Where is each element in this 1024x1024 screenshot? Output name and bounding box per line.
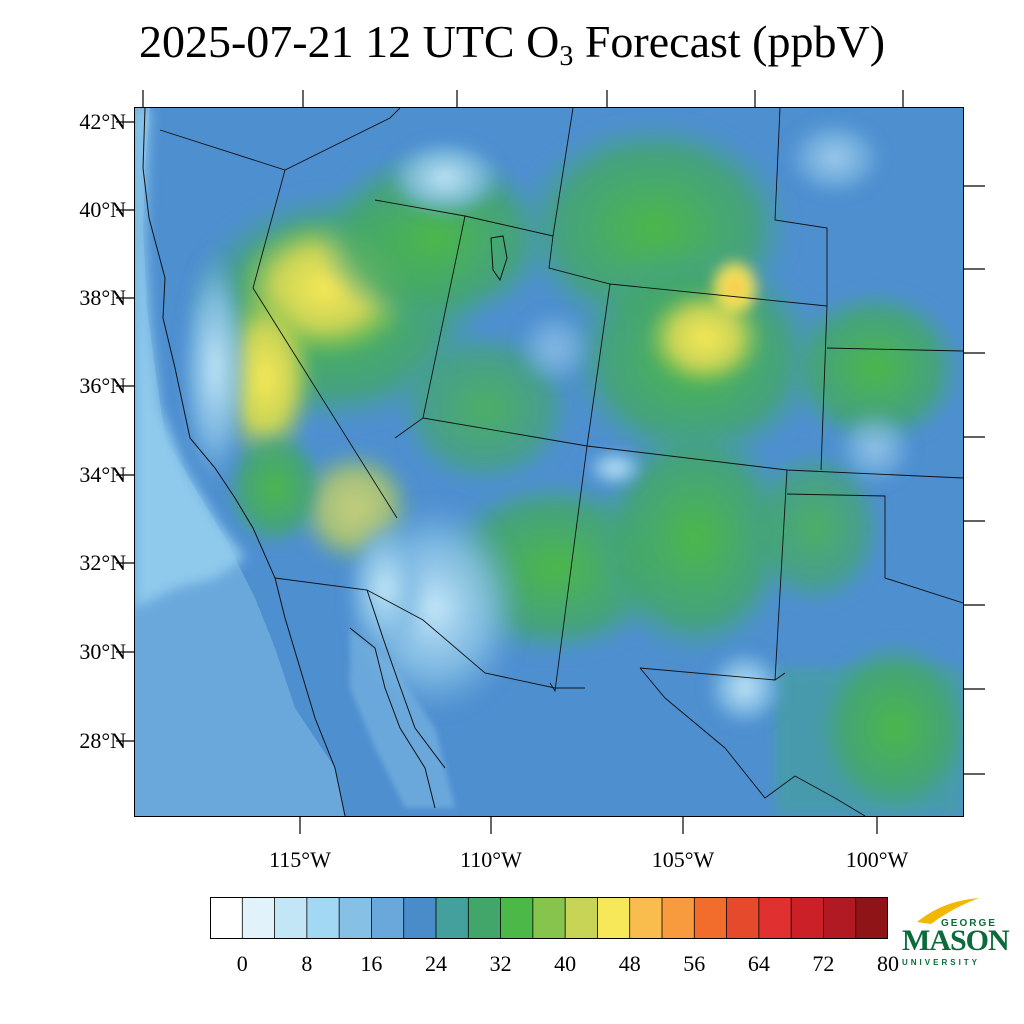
colorbar-swatch xyxy=(629,897,663,939)
lat-label-34n: 34°N xyxy=(79,462,126,487)
colorbar-swatch xyxy=(791,897,824,939)
colorbar-swatch xyxy=(855,897,888,939)
colorbar-tick-label: 72 xyxy=(812,951,835,976)
lat-label-38n: 38°N xyxy=(79,285,126,310)
lat-label-28n: 28°N xyxy=(79,728,126,753)
lat-label-32n: 32°N xyxy=(79,550,126,575)
colorbar-tick-label: 16 xyxy=(360,951,383,976)
colorbar-swatch xyxy=(662,897,695,939)
ozone-map xyxy=(135,108,963,816)
colorbar-swatch xyxy=(597,897,631,939)
coastline xyxy=(142,108,446,816)
colorbar-tick-label: 56 xyxy=(683,951,706,976)
colorbar-swatch xyxy=(210,897,243,939)
colorbar-swatch xyxy=(694,897,727,939)
colorbar-swatch xyxy=(371,897,405,939)
colorbar-swatch xyxy=(823,897,857,939)
logo-bottom-text: UNIVERSITY xyxy=(902,958,981,967)
colorbar-swatch xyxy=(565,897,598,939)
colorbar-swatch xyxy=(726,897,760,939)
colorbar xyxy=(210,897,888,939)
lon-label-110w: 110°W xyxy=(460,847,522,872)
pacific-ocean-near xyxy=(135,108,245,608)
great-salt-lake xyxy=(490,235,508,282)
colorbar-swatch xyxy=(306,897,340,939)
lon-label-100w: 100°W xyxy=(845,847,909,872)
colorbar-swatch xyxy=(339,897,372,939)
colorbar-tick-label: 80 xyxy=(877,951,899,976)
colorbar-swatch xyxy=(468,897,501,939)
colorbar-tick-label: 40 xyxy=(554,951,577,976)
colorbar-swatch xyxy=(758,897,792,939)
lon-label-115w: 115°W xyxy=(269,847,331,872)
colorbar-tick-label: 24 xyxy=(425,951,447,976)
pacific-ocean xyxy=(135,108,345,816)
logo-top-text: GEORGE xyxy=(941,918,997,929)
map-border xyxy=(134,107,964,817)
colorbar-swatch xyxy=(274,897,308,939)
lat-label-36n: 36°N xyxy=(79,373,126,398)
colorbar-swatch xyxy=(403,897,437,939)
lon-label-105w: 105°W xyxy=(651,847,715,872)
colorbar-tick-label: 48 xyxy=(618,951,641,976)
gmu-logo: GEORGE MASON UNIVERSITY xyxy=(897,896,1010,968)
title-suffix: Forecast (ppbV) xyxy=(573,16,886,67)
colorbar-swatch xyxy=(500,897,534,939)
lat-label-42n: 42°N xyxy=(79,109,126,134)
colorbar-tick-label: 8 xyxy=(301,951,313,976)
lat-label-30n: 30°N xyxy=(79,639,126,664)
colorbar-border xyxy=(210,897,888,939)
colorbar-tick-label: 64 xyxy=(747,951,770,976)
colorbar-swatch xyxy=(436,897,469,939)
colorbar-tick-label: 32 xyxy=(489,951,512,976)
logo-swoosh-icon xyxy=(917,898,979,924)
colorbar-swatch xyxy=(532,897,566,939)
chart-title: 2025-07-21 12 UTC O3 Forecast (ppbV) xyxy=(0,12,1024,87)
state-boundaries xyxy=(159,108,963,816)
colorbar-swatch xyxy=(242,897,275,939)
title-subscript: 3 xyxy=(559,41,574,72)
lat-label-40n: 40°N xyxy=(79,197,126,222)
title-prefix: 2025-07-21 12 UTC O xyxy=(138,16,560,67)
logo-main-text: MASON xyxy=(902,924,1010,957)
colorbar-tick-label: 0 xyxy=(236,951,248,976)
